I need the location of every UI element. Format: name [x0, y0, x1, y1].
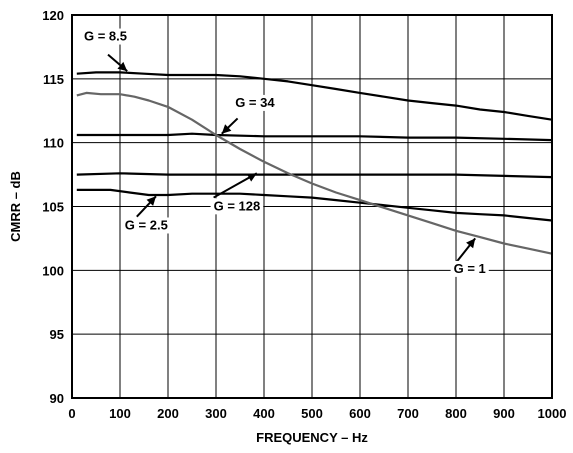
annotation-arrowhead — [146, 196, 156, 206]
x-tick-label: 0 — [68, 406, 75, 421]
y-tick-label: 120 — [42, 8, 64, 23]
series-line — [76, 132, 553, 142]
series-line — [76, 188, 553, 222]
annotation-label-bg — [450, 260, 489, 277]
annotation-arrowhead — [221, 124, 232, 134]
y-tick-label: 110 — [43, 136, 64, 151]
series-line — [76, 91, 553, 255]
x-tick-label: 1000 — [538, 406, 567, 421]
annotation-arrowhead — [246, 173, 257, 182]
plot-frame — [71, 14, 553, 399]
x-tick-label: 100 — [109, 406, 131, 421]
y-tick-label: 100 — [42, 263, 64, 278]
y-axis-label: CMRR – dB — [8, 171, 23, 242]
grid — [71, 14, 553, 399]
series-line — [76, 172, 553, 179]
x-tick-label: 500 — [301, 406, 323, 421]
y-tick-label: 115 — [43, 72, 64, 87]
x-tick-label: 300 — [205, 406, 227, 421]
annotation-label: G = 128 — [214, 198, 261, 213]
annotation-arrowhead — [466, 238, 476, 249]
annotation-label: G = 2.5 — [125, 217, 168, 232]
annotation-label-bg — [81, 28, 130, 45]
annotations: G = 8.5 G = 34 G = 128 G = 2.5 G = 1 — [81, 28, 489, 277]
x-tick-label: 700 — [397, 406, 419, 421]
x-tick-labels: 0 100 200 300 400 500 600 700 800 900 1000 — [68, 406, 566, 421]
y-tick-label: 90 — [50, 391, 64, 406]
annotation-arrowhead — [117, 61, 128, 72]
annotation-label: G = 1 — [454, 261, 486, 276]
x-tick-label: 400 — [253, 406, 275, 421]
annotation-label: G = 34 — [235, 95, 275, 110]
annotation-label-bg — [121, 217, 171, 234]
series-lines — [76, 71, 553, 255]
y-tick-label: 95 — [50, 327, 64, 342]
x-axis-label: FREQUENCY – Hz — [256, 430, 368, 445]
x-tick-label: 200 — [157, 406, 179, 421]
series-line — [76, 71, 553, 121]
x-tick-label: 800 — [445, 406, 467, 421]
annotation-label: G = 8.5 — [84, 29, 127, 44]
x-tick-label: 600 — [349, 406, 371, 421]
y-tick-labels: 90 95 100 105 110 115 120 — [42, 8, 64, 406]
annotation-label-bg — [232, 94, 278, 111]
y-tick-label: 105 — [42, 200, 64, 215]
annotation-label-bg — [210, 198, 264, 215]
x-tick-label: 900 — [493, 406, 515, 421]
